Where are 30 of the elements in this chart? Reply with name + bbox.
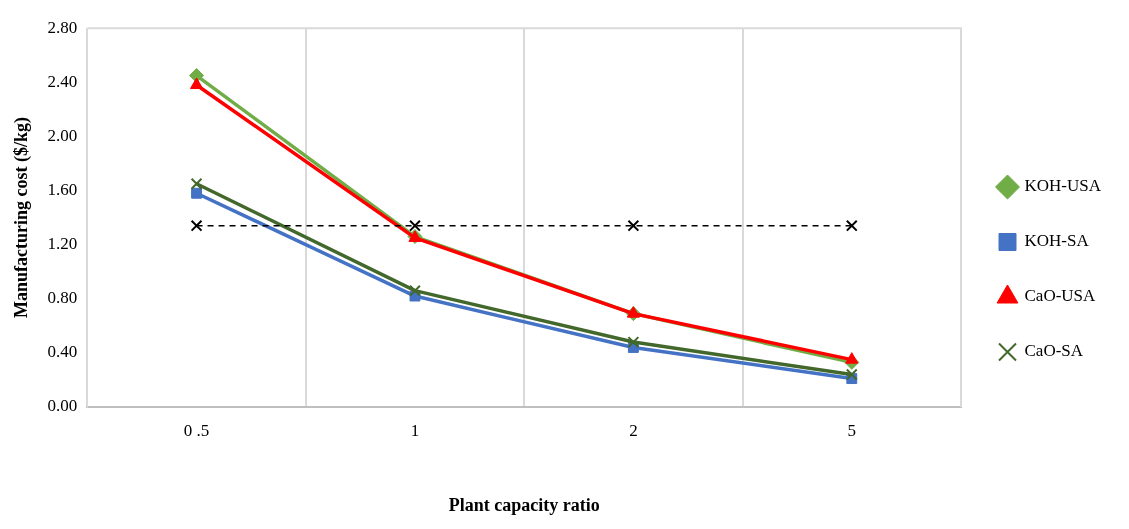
legend-label: KOH-SA <box>1024 231 1090 251</box>
y-axis-title: Manufacturing cost ($/kg) <box>11 117 33 319</box>
point <box>190 177 203 190</box>
x-tick-label: 2 <box>629 420 638 440</box>
y-tick-label: 1.60 <box>47 180 78 200</box>
x-tick-label: 5 <box>847 420 857 440</box>
x-tick-label: 0 .5 <box>183 420 210 440</box>
y-tick-label: 2.80 <box>47 17 78 37</box>
point <box>190 219 203 232</box>
point <box>845 219 858 232</box>
point <box>627 219 640 232</box>
point <box>189 77 204 90</box>
point <box>627 336 640 349</box>
y-tick-label: 1.20 <box>47 234 78 254</box>
legend-label: CaO-USA <box>1024 286 1097 306</box>
point <box>845 368 858 381</box>
y-tick-label: 0.00 <box>47 396 78 416</box>
y-tick-label: 0.40 <box>47 342 78 362</box>
x-axis-title: Plant capacity ratio <box>448 494 600 515</box>
legend-label: CaO-SA <box>1024 341 1084 361</box>
point <box>845 352 859 364</box>
point <box>409 219 421 232</box>
point <box>191 187 203 199</box>
y-tick-label: 0.80 <box>47 288 78 308</box>
legend-label: KOH-USA <box>1024 176 1102 196</box>
y-tick-label: 2.40 <box>47 71 78 91</box>
point <box>409 284 421 297</box>
point <box>626 306 640 318</box>
x-tick-label: 1 <box>410 420 420 440</box>
y-tick-label: 2.00 <box>47 125 78 145</box>
